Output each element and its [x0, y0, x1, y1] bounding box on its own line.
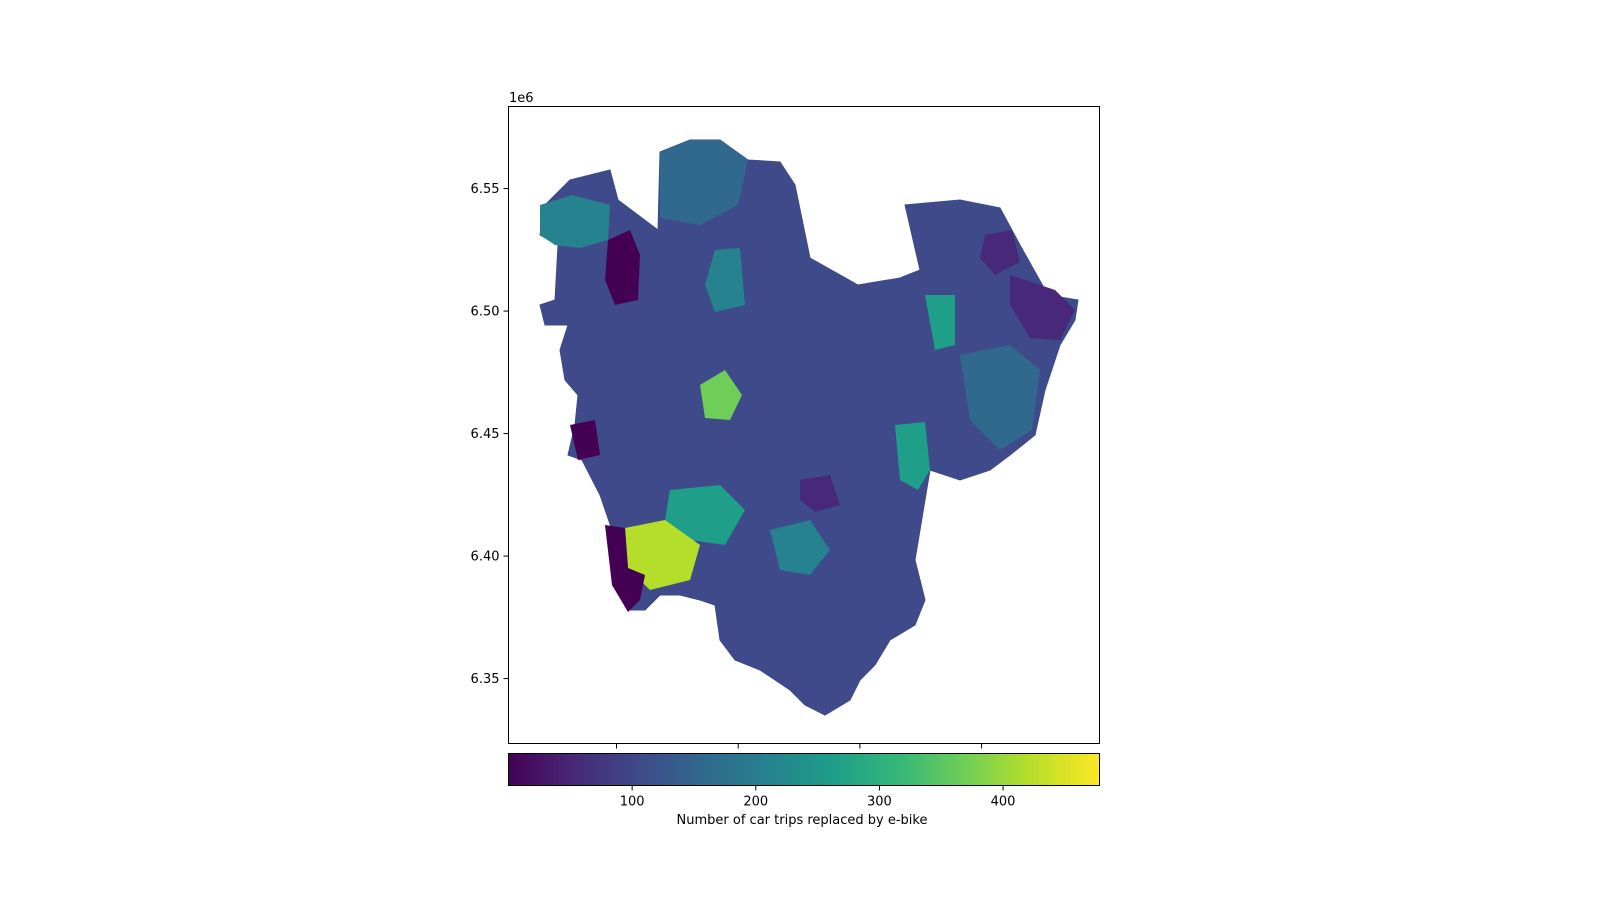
- region-west-dark: [570, 420, 600, 460]
- region-dark-center: [800, 475, 840, 512]
- colorbar-tick-label: 400: [991, 795, 1016, 810]
- colorbar-tick-label: 200: [743, 795, 768, 810]
- region-southwest-dark: [605, 525, 645, 612]
- y-tick-label: 6.55: [471, 182, 500, 197]
- colorbar: 100 200 300 400 Number of car trips replace…: [508, 753, 1100, 828]
- y-tick-label: 6.40: [471, 550, 500, 565]
- y-tick-label: 6.45: [471, 427, 500, 442]
- axes-frame: [508, 106, 1100, 744]
- region-northwest: [540, 195, 610, 248]
- region-east-center: [960, 345, 1040, 450]
- region-southeast-teal: [770, 520, 830, 575]
- region-city-yellow: [625, 520, 700, 590]
- x-axis-ticks: [616, 743, 983, 749]
- region-center-green: [700, 370, 742, 420]
- y-axis-ticks: 6.35 6.40 6.45 6.50 6.55: [471, 182, 509, 687]
- colorbar-tick-label: 300: [867, 795, 892, 810]
- colorbar-tick-label: 100: [620, 795, 645, 810]
- y-axis-offset-label: 1e6: [509, 91, 534, 106]
- region-east: [980, 230, 1020, 275]
- region-dark-west: [605, 230, 640, 305]
- colorbar-label: Number of car trips replaced by e-bike: [677, 813, 928, 828]
- y-tick-label: 6.50: [471, 305, 500, 320]
- region-south-teal: [665, 485, 745, 545]
- colorbar-ticks: 100 200 300 400: [620, 785, 1016, 810]
- map-region: [539, 139, 1079, 716]
- colorbar-gradient: [508, 753, 1100, 786]
- region-northeast-teal: [925, 295, 955, 350]
- region-far-east: [1010, 275, 1075, 340]
- region-center-teal: [705, 248, 745, 312]
- region-north-center: [660, 140, 748, 225]
- y-tick-label: 6.35: [471, 672, 500, 687]
- region-east-teal-strip: [895, 422, 930, 490]
